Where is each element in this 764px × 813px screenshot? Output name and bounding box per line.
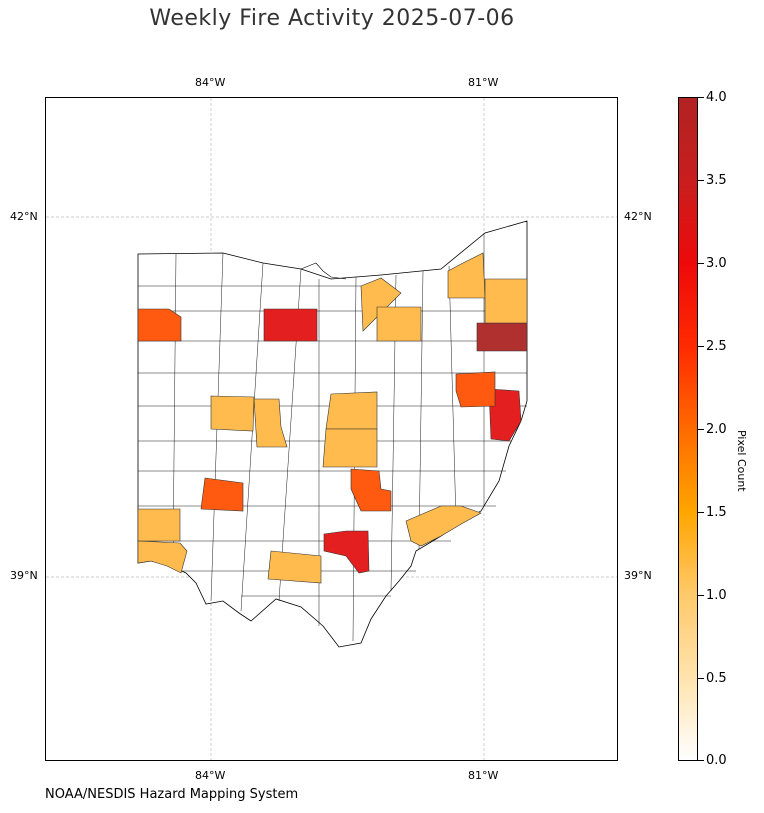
colorbar-label-0-5: 0.5 [706,671,727,686]
colorbar-tick [698,346,704,347]
colorbar-label-1-0: 1.0 [706,588,727,603]
lat-tick-left-39: 39°N [10,569,38,582]
county-value-1-wc-a [210,395,255,432]
county-value-1-c-b [322,428,378,468]
colorbar-tick [698,180,704,181]
county-value-1-sw-a [137,508,181,542]
county-value-2-central [350,468,392,512]
colorbar-label-3-5: 3.5 [706,173,727,188]
colorbar [678,97,698,761]
data-credit: NOAA/NESDIS Hazard Mapping System [45,787,299,802]
colorbar-label-2-5: 2.5 [706,339,727,354]
colorbar-tick [698,97,704,98]
county-value-1-nc-a [360,277,402,332]
colorbar-tick [698,429,704,430]
county-value-2-west [200,477,244,512]
colorbar-tick [698,595,704,596]
lon-tick-bottom-84: 84°W [195,769,226,782]
lat-tick-right-42: 42°N [624,210,652,223]
colorbar-label-1-5: 1.5 [706,505,727,520]
county-value-2-nw [137,308,182,342]
county-value-3-north [263,308,318,342]
fire-counties [137,252,528,584]
county-value-4 [476,322,528,352]
colorbar-tick [698,760,704,761]
colorbar-tick [698,678,704,679]
lon-tick-top-84: 84°W [195,76,226,89]
lon-tick-top-81: 81°W [468,76,499,89]
colorbar-label-2-0: 2.0 [706,422,727,437]
ohio-county-map [46,98,617,760]
lake-erie-shore [300,262,347,280]
lon-tick-bottom-81: 81°W [468,769,499,782]
county-value-1-s [267,550,322,584]
colorbar-label-4-0: 4.0 [706,90,727,105]
colorbar-label-0-0: 0.0 [706,753,727,768]
county-value-1-sw-b [137,540,188,574]
map-title: Weekly Fire Activity 2025-07-06 [149,6,515,31]
county-value-3-south [323,530,370,574]
county-value-2-east [455,371,496,408]
county-value-3-east [488,388,522,442]
colorbar-label-3-0: 3.0 [706,256,727,271]
county-value-1-wc-b [253,398,288,448]
colorbar-title: Pixel Count [735,430,748,492]
county-value-1-ne-b [484,278,528,324]
colorbar-tick [698,263,704,264]
county-value-1-ne-a [447,252,486,299]
map-frame [45,97,618,761]
colorbar-tick [698,512,704,513]
county-value-1-c-a [325,391,378,430]
county-value-1-nc-b [376,306,422,342]
lat-tick-right-39: 39°N [624,569,652,582]
county-value-1-se [405,505,482,547]
lat-tick-left-42: 42°N [10,210,38,223]
